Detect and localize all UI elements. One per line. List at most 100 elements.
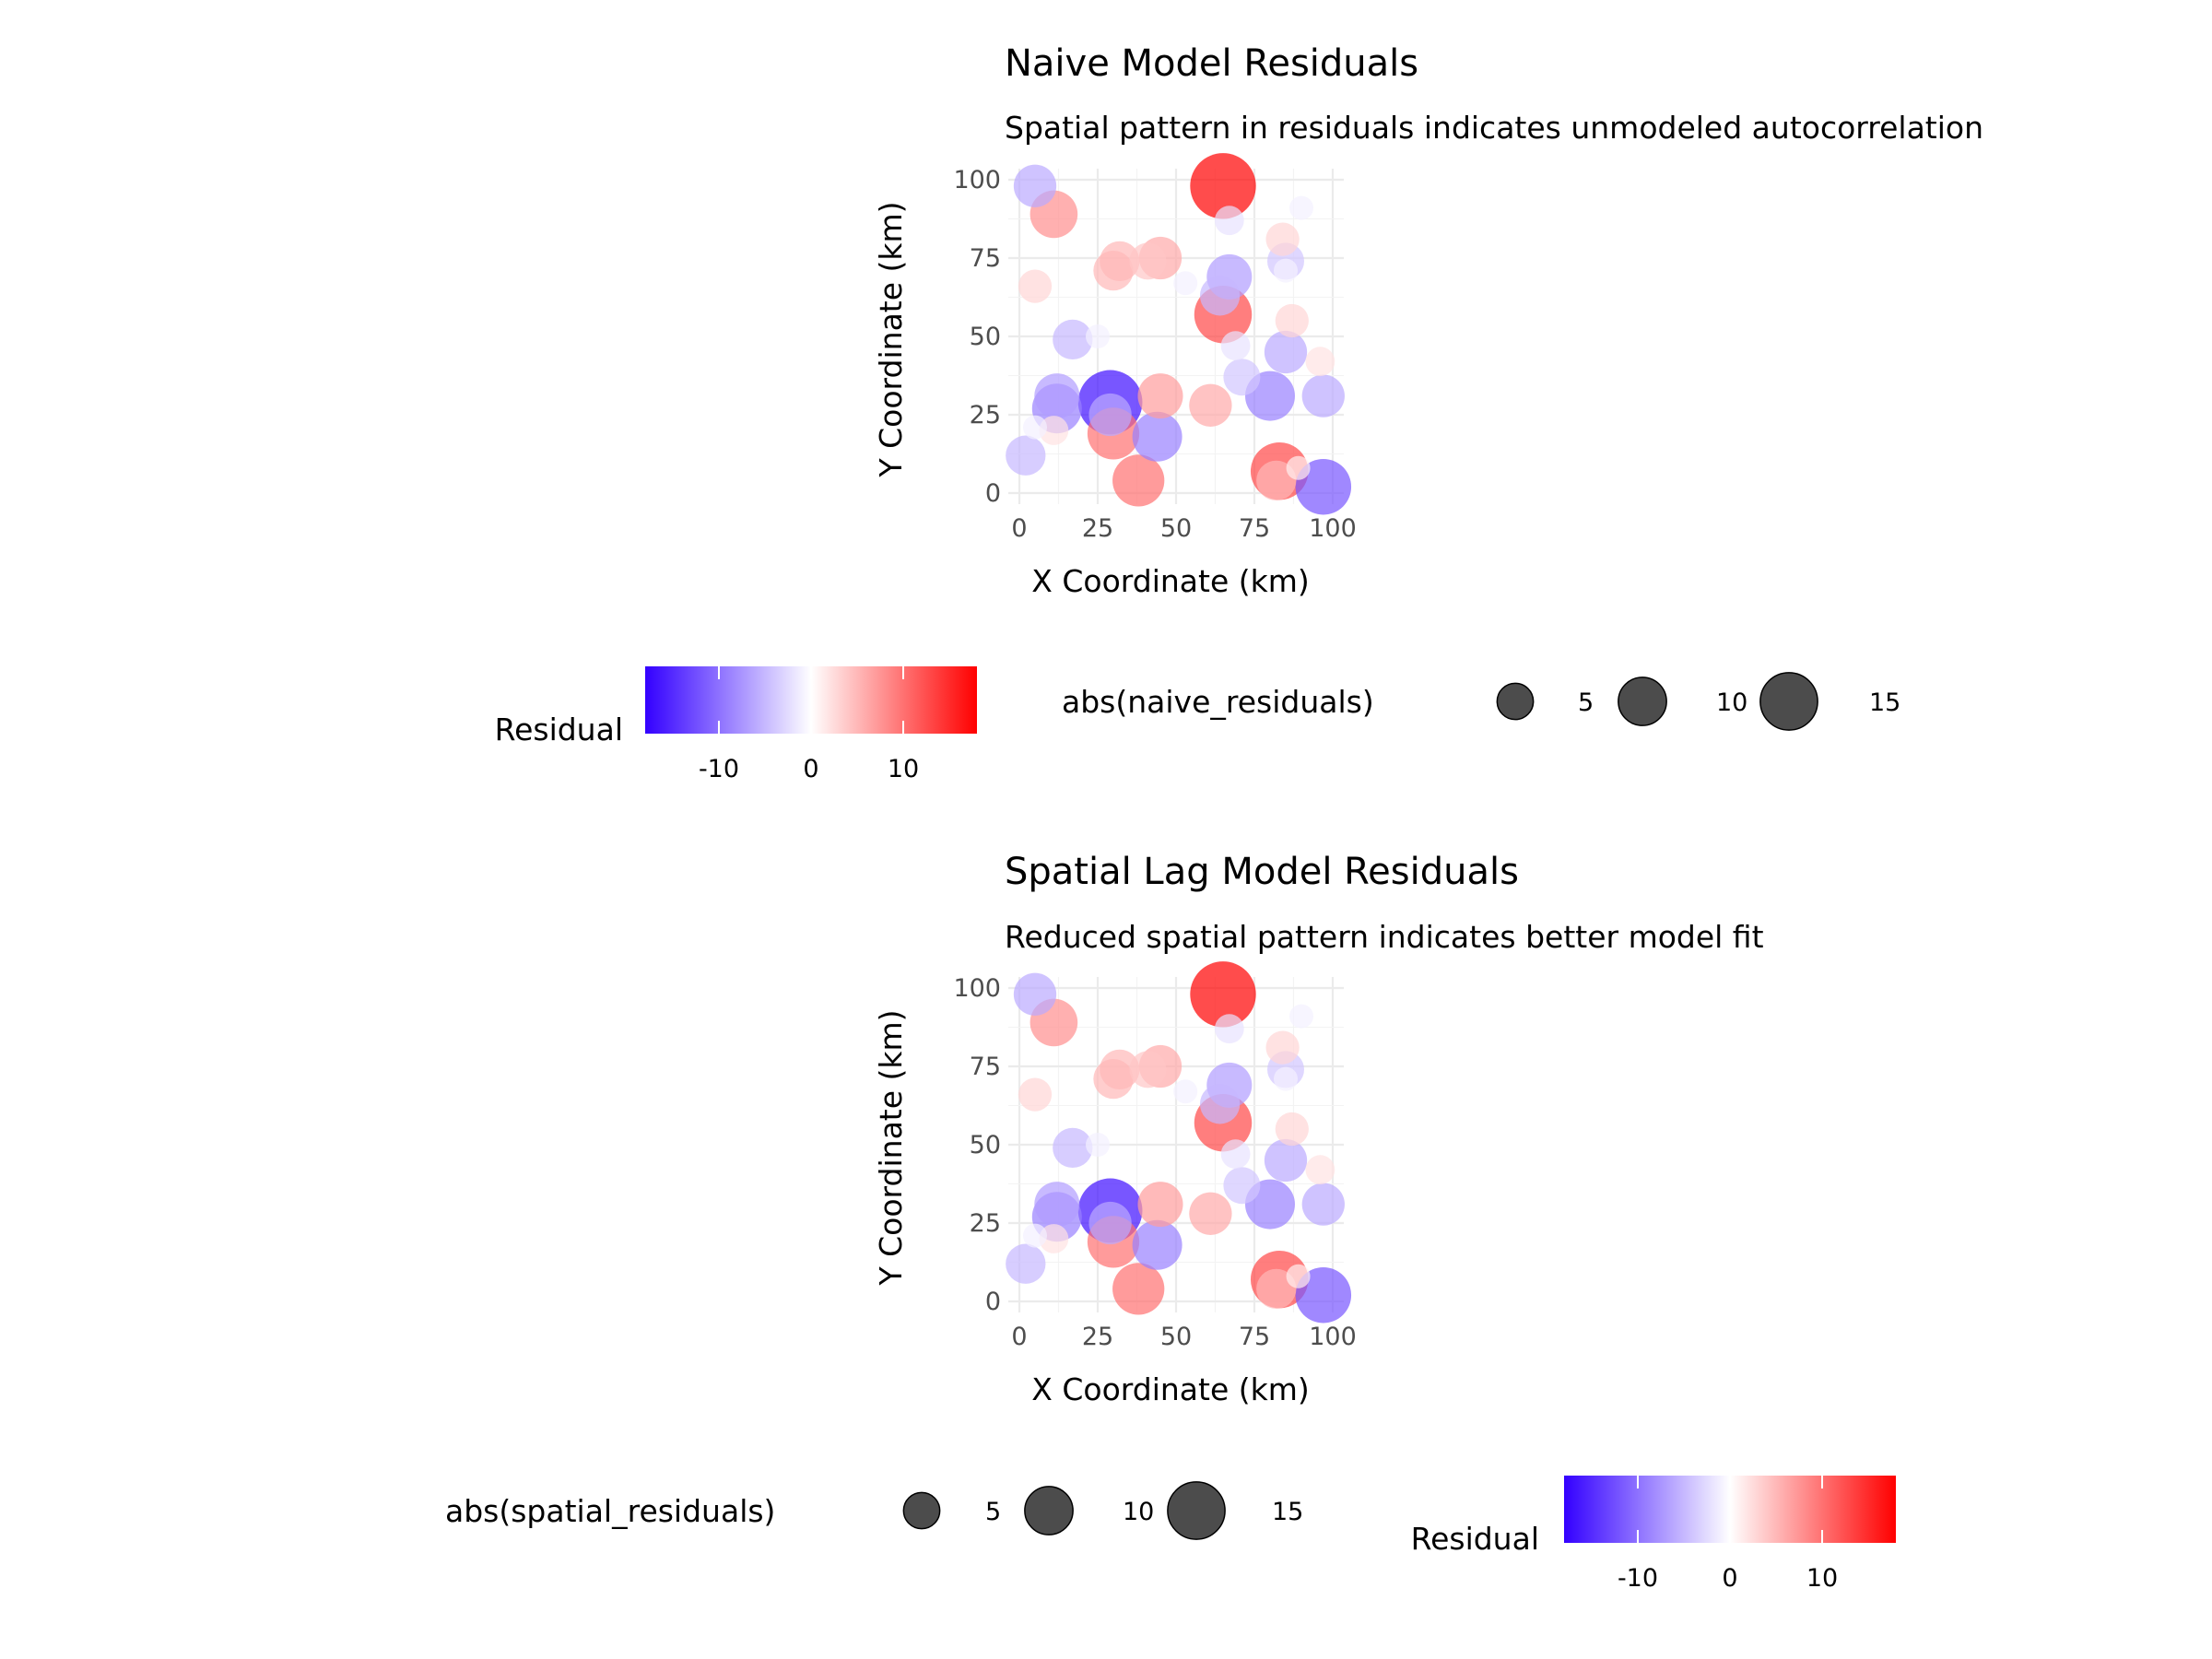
data-point	[1301, 1182, 1345, 1226]
colorbar-tick-label: 10	[888, 755, 919, 783]
size-legend-label: 15	[1272, 1498, 1303, 1526]
data-point	[1132, 1219, 1182, 1270]
x-tick-label: 50	[1160, 1323, 1192, 1351]
data-point	[1214, 1014, 1244, 1044]
data-point	[1129, 1051, 1167, 1088]
colorbar-ticks: -10 0 10	[1618, 1476, 1838, 1593]
y-axis-title: Y Coordinate (km)	[873, 201, 909, 477]
x-tick-label: 50	[1160, 514, 1192, 543]
size-legend-title: abs(spatial_residuals)	[445, 1493, 775, 1529]
chart-title: Naive Model Residuals	[1005, 42, 1418, 85]
colorbar-tick-label: -10	[699, 755, 739, 783]
data-point	[1265, 222, 1300, 256]
data-point	[1034, 373, 1080, 419]
y-tick-label: 0	[985, 1288, 1001, 1316]
y-axis-title: Y Coordinate (km)	[873, 1009, 909, 1286]
size-legend-key	[1759, 672, 1818, 731]
color-legend-title: Residual	[1411, 1521, 1539, 1557]
size-legend-title: abs(naive_residuals)	[1062, 684, 1374, 720]
data-point	[1137, 373, 1183, 419]
data-point	[1265, 1030, 1300, 1065]
data-point	[1301, 374, 1345, 418]
y-tick-label: 100	[953, 974, 1001, 1003]
data-point	[1220, 1139, 1251, 1170]
colorbar-ticks: -10 0 10	[699, 666, 919, 783]
data-points	[1006, 961, 1352, 1324]
data-point	[1256, 460, 1297, 501]
colorbar-tick-label: 0	[803, 755, 818, 783]
x-tick-label: 100	[1309, 1323, 1357, 1351]
y-tick-label: 75	[970, 244, 1001, 273]
size-legend: abs(spatial_residuals) 5 10 15	[445, 1481, 1303, 1540]
size-legend-label: 5	[1578, 688, 1594, 717]
data-point	[1286, 455, 1311, 480]
data-point	[1013, 164, 1057, 207]
data-point	[1086, 1133, 1110, 1157]
axis-ticks: 0 25 50 75 100 0 25 50 75 100	[953, 974, 1356, 1351]
naive-model-panel: Naive Model Residuals Spatial pattern in…	[495, 42, 1983, 783]
data-point	[1018, 1077, 1053, 1112]
data-point	[1189, 383, 1232, 427]
data-point	[1053, 319, 1093, 360]
x-tick-label: 25	[1082, 514, 1113, 543]
data-point	[1018, 269, 1053, 303]
y-tick-label: 100	[953, 166, 1001, 194]
data-point	[1053, 1127, 1093, 1169]
data-point	[1190, 961, 1256, 1028]
x-tick-label: 100	[1309, 514, 1357, 543]
data-point	[1275, 303, 1309, 338]
data-point	[1173, 271, 1198, 296]
size-legend-key	[902, 1491, 941, 1530]
data-point	[1220, 331, 1251, 361]
data-point	[1295, 1266, 1352, 1324]
size-legend-label: 15	[1869, 688, 1900, 717]
data-point	[1199, 276, 1241, 316]
data-point	[1013, 972, 1057, 1016]
colorbar-tick-label: -10	[1618, 1564, 1658, 1593]
size-legend-label: 10	[1123, 1498, 1154, 1526]
data-point	[1112, 1263, 1165, 1315]
data-point	[1223, 359, 1261, 396]
x-tick-label: 0	[1011, 514, 1027, 543]
data-point	[1199, 1084, 1241, 1124]
data-point	[1190, 153, 1256, 219]
data-point	[1039, 416, 1069, 445]
data-point	[1264, 330, 1308, 374]
data-point	[1275, 1112, 1309, 1147]
data-point	[1088, 393, 1132, 437]
data-point	[1137, 1182, 1183, 1228]
data-point	[1223, 1167, 1261, 1205]
data-point	[1006, 435, 1046, 476]
data-point	[1023, 1223, 1047, 1248]
data-point	[1006, 1243, 1046, 1284]
data-point	[1289, 1004, 1313, 1029]
x-axis-title: X Coordinate (km)	[1031, 1371, 1310, 1407]
data-point	[1256, 1268, 1297, 1310]
color-legend: Residual -10 0 10	[1411, 1476, 1896, 1593]
size-legend-label: 5	[985, 1498, 1001, 1526]
spatial-lag-model-panel: Spatial Lag Model Residuals Reduced spat…	[445, 851, 1896, 1593]
colorbar-tick-label: 0	[1722, 1564, 1737, 1593]
data-point	[1039, 1224, 1069, 1253]
data-point	[1129, 242, 1167, 280]
size-legend-label: 10	[1716, 688, 1747, 717]
size-legend-key	[1496, 682, 1535, 721]
data-points	[1006, 153, 1352, 515]
data-point	[1189, 1192, 1232, 1235]
data-point	[1100, 241, 1140, 282]
data-point	[1289, 195, 1313, 220]
size-legend-key	[1167, 1481, 1226, 1540]
data-point	[1305, 1155, 1335, 1185]
data-point	[1173, 1079, 1198, 1104]
data-point	[1100, 1049, 1140, 1090]
y-tick-label: 50	[970, 1131, 1001, 1159]
y-tick-label: 25	[970, 401, 1001, 429]
data-point	[1274, 1066, 1298, 1091]
size-legend-keys: 5 10 15	[1496, 672, 1900, 731]
chart-subtitle: Spatial pattern in residuals indicates u…	[1005, 110, 1983, 146]
data-point	[1286, 1264, 1311, 1288]
data-point	[1214, 206, 1244, 236]
size-legend-key	[1618, 677, 1667, 726]
data-point	[1264, 1138, 1308, 1182]
